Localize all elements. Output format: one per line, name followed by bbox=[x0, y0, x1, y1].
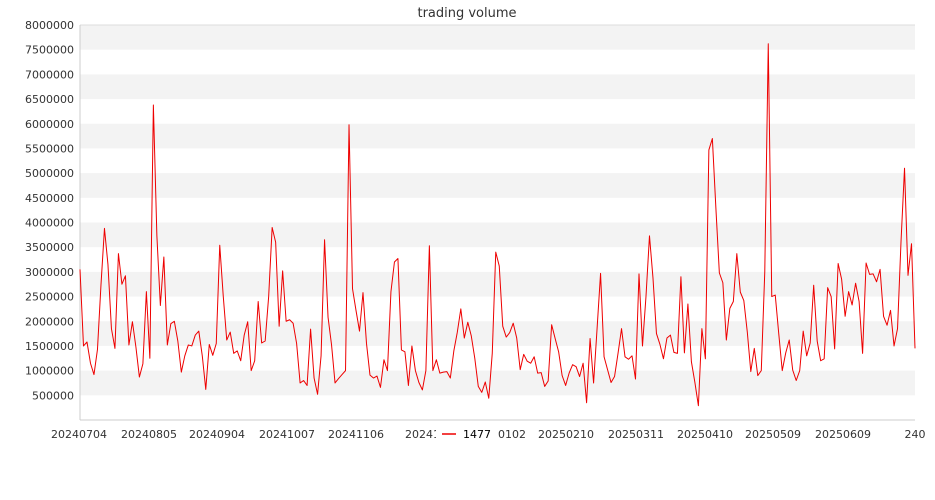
chart-title: trading volume bbox=[417, 6, 516, 21]
x-tick-label: 20250311 bbox=[608, 428, 664, 441]
legend: 1477 bbox=[436, 426, 498, 442]
y-tick-label: 4000000 bbox=[25, 217, 74, 230]
grid-band bbox=[80, 173, 915, 198]
x-tick-label: 20241106 bbox=[328, 428, 384, 441]
legend-label: 1477 bbox=[463, 428, 491, 441]
x-tick-label: 20250509 bbox=[745, 428, 801, 441]
y-tick-label: 7500000 bbox=[25, 44, 74, 57]
grid-band bbox=[80, 271, 915, 297]
y-tick-label: 1500000 bbox=[25, 340, 74, 353]
x-tick-label: 20240904 bbox=[189, 428, 245, 441]
y-tick-label: 5500000 bbox=[25, 142, 74, 155]
series-line-1477 bbox=[79, 43, 916, 407]
y-tick-label: 4500000 bbox=[25, 192, 74, 205]
y-tick-label: 6500000 bbox=[25, 93, 74, 106]
x-tick-label: 20250609 bbox=[815, 428, 871, 441]
x-tick-label: 240 bbox=[905, 428, 926, 441]
y-tick-label: 1000000 bbox=[25, 365, 74, 378]
y-tick-label: 8000000 bbox=[25, 19, 74, 32]
y-axis: 500000 1000000 1500000 2000000 2500000 300000… bbox=[25, 19, 74, 402]
series-layer bbox=[79, 43, 916, 407]
grid-band bbox=[80, 370, 915, 396]
grid-band bbox=[80, 123, 915, 149]
y-tick-label: 2500000 bbox=[25, 291, 74, 304]
grid-band bbox=[80, 25, 915, 50]
grid-band bbox=[80, 222, 915, 248]
x-axis: 20240704 20240805 20240904 20241007 20241106… bbox=[51, 428, 926, 441]
x-tick-label: 20250410 bbox=[677, 428, 733, 441]
x-tick-label: 20250210 bbox=[538, 428, 594, 441]
grid-band bbox=[80, 74, 915, 100]
y-tick-label: 5000000 bbox=[25, 167, 74, 180]
grid-bands bbox=[80, 25, 915, 396]
y-tick-label: 7000000 bbox=[25, 68, 74, 81]
plot-frame bbox=[79, 24, 915, 421]
y-tick-label: 500000 bbox=[32, 389, 74, 402]
y-tick-label: 6000000 bbox=[25, 118, 74, 131]
y-tick-label: 3000000 bbox=[25, 266, 74, 279]
y-tick-label: 3500000 bbox=[25, 241, 74, 254]
grid-band bbox=[80, 321, 915, 346]
x-tick-label: 20240704 bbox=[51, 428, 107, 441]
legend-background bbox=[436, 426, 498, 442]
x-tick-label: 20241007 bbox=[259, 428, 315, 441]
x-tick-label: 20240805 bbox=[121, 428, 177, 441]
y-tick-label: 2000000 bbox=[25, 315, 74, 328]
x-tick-label: 0102 bbox=[498, 428, 526, 441]
